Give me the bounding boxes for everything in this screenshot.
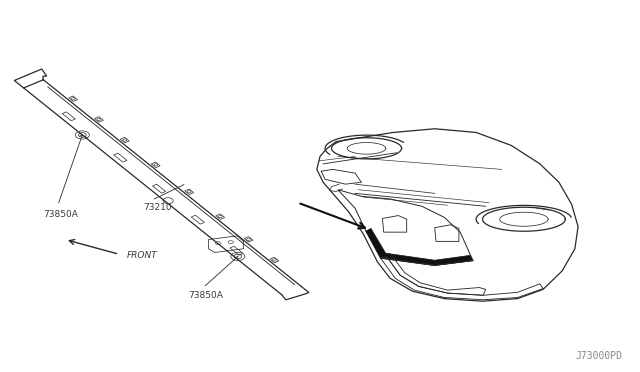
Text: 73850A: 73850A [188,291,223,300]
Text: FRONT: FRONT [126,251,157,260]
Text: 73850A: 73850A [44,210,78,219]
Text: 73210: 73210 [143,203,172,212]
Polygon shape [366,228,473,265]
Text: J73000PD: J73000PD [576,352,623,361]
